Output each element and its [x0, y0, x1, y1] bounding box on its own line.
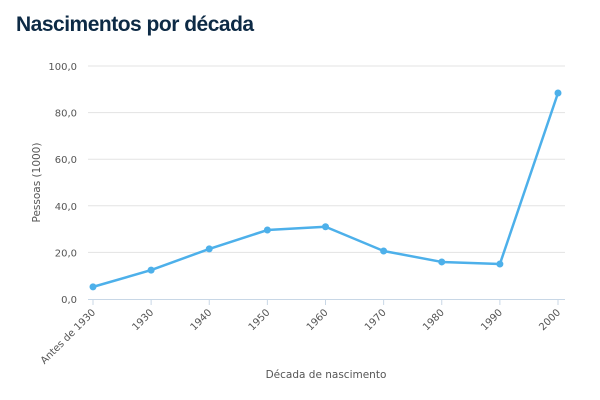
data-point [438, 258, 446, 266]
x-axis-title: Década de nascimento [266, 369, 387, 381]
data-point [89, 283, 97, 291]
x-tick-label: 1960 [305, 307, 331, 333]
data-point [380, 247, 388, 255]
x-tick-label: 1990 [479, 307, 505, 333]
x-tick-label: 2000 [537, 307, 563, 333]
x-tick-label: 1950 [247, 307, 273, 333]
data-point [147, 266, 155, 274]
x-tick-label: 1930 [130, 307, 156, 333]
data-point [554, 89, 562, 97]
x-tick-label: 1940 [189, 307, 215, 333]
y-axis-title: Pessoas (1000) [31, 143, 43, 223]
x-tick-label: 1980 [421, 307, 447, 333]
data-point [496, 260, 504, 268]
series-line [92, 92, 560, 289]
data-point [263, 226, 271, 234]
x-tick-label: Antes de 1930 [39, 307, 98, 366]
data-point [205, 245, 213, 253]
y-tick-label: 0,0 [61, 295, 77, 306]
y-tick-label: 100,0 [48, 62, 77, 73]
y-tick-label: 80,0 [55, 109, 77, 120]
y-tick-label: 60,0 [55, 155, 77, 166]
y-tick-label: 40,0 [55, 202, 77, 213]
chart-title: Nascimentos por década [16, 13, 254, 36]
x-tick-label: 1970 [363, 307, 389, 333]
data-point [322, 223, 329, 231]
y-tick-label: 20,0 [55, 248, 77, 259]
